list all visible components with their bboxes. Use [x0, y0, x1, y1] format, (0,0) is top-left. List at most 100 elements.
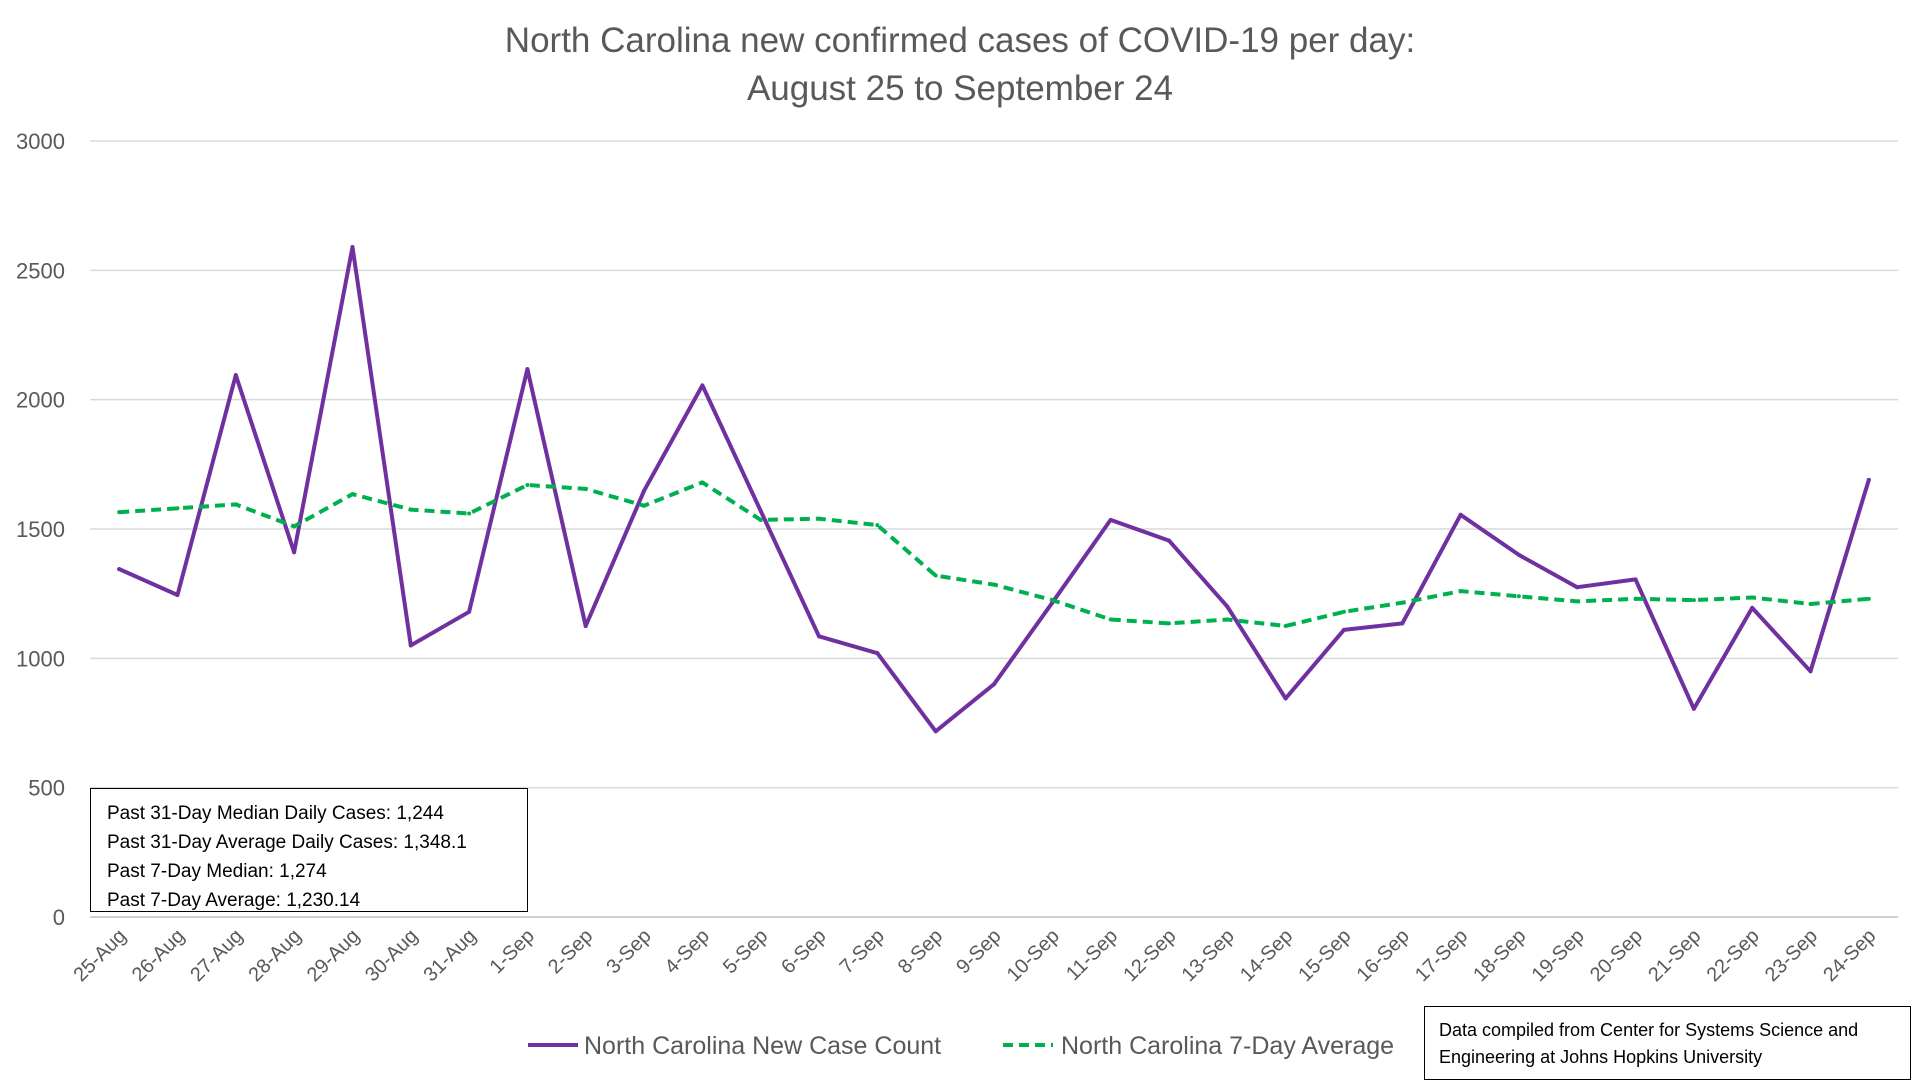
data-point-7day-average-20-Sep: [1633, 596, 1638, 601]
data-point-7day-average-8-Sep: [933, 573, 938, 578]
data-point-new-cases-30-Aug: [408, 643, 413, 648]
legend: North Carolina New Case Count North Caro…: [528, 1032, 1394, 1060]
legend-label-new-cases: North Carolina New Case Count: [584, 1032, 941, 1060]
data-point-7day-average-28-Aug: [292, 524, 297, 529]
x-tick-label-11-Sep: 11-Sep: [1062, 925, 1122, 985]
data-point-new-cases-29-Aug: [350, 245, 355, 250]
data-point-7day-average-10-Sep: [1050, 598, 1055, 603]
stats-median-31day: Past 31-Day Median Daily Cases: 1,244: [107, 803, 444, 824]
data-point-new-cases-4-Sep: [700, 383, 705, 388]
x-tick-label-29-Aug: 29-Aug: [303, 925, 364, 986]
x-tick-label-10-Sep: 10-Sep: [1003, 925, 1064, 986]
data-point-7day-average-31-Aug: [467, 511, 472, 516]
legend-label-7day-average: North Carolina 7-Day Average: [1061, 1032, 1394, 1060]
series-line-7day-average: [119, 480, 1869, 628]
x-tick-label-1-Sep: 1-Sep: [486, 925, 539, 978]
data-point-new-cases-14-Sep: [1283, 696, 1288, 701]
gridlines: [90, 140, 1898, 918]
x-axis-ticks: 25-Aug26-Aug27-Aug28-Aug29-Aug30-Aug31-A…: [70, 925, 1881, 986]
x-tick-label-6-Sep: 6-Sep: [777, 925, 830, 978]
data-point-7day-average-12-Sep: [1166, 621, 1171, 626]
x-tick-label-2-Sep: 2-Sep: [544, 925, 597, 978]
data-point-7day-average-5-Sep: [758, 517, 763, 522]
y-tick-label-0: 0: [53, 905, 65, 930]
x-tick-label-21-Sep: 21-Sep: [1644, 925, 1705, 986]
data-point-7day-average-14-Sep: [1283, 624, 1288, 628]
data-point-new-cases-5-Sep: [758, 508, 763, 513]
x-tick-label-18-Sep: 18-Sep: [1469, 925, 1530, 986]
data-point-new-cases-24-Sep: [1866, 477, 1871, 482]
data-point-7day-average-21-Sep: [1691, 598, 1696, 603]
stats-average-31day: Past 31-Day Average Daily Cases: 1,348.1: [107, 832, 467, 853]
data-point-7day-average-11-Sep: [1108, 617, 1113, 622]
data-point-new-cases-31-Aug: [467, 609, 472, 614]
source-note-box: Data compiled from Center for Systems Sc…: [1424, 1006, 1911, 1080]
y-axis-ticks: 0 500 1000 1500 2000 2500 3000: [16, 129, 65, 930]
data-point-new-cases-28-Aug: [292, 550, 297, 555]
y-tick-label-500: 500: [28, 776, 65, 801]
x-tick-label-5-Sep: 5-Sep: [719, 925, 772, 978]
data-point-7day-average-22-Sep: [1750, 595, 1755, 600]
x-tick-label-13-Sep: 13-Sep: [1178, 925, 1239, 986]
data-point-new-cases-1-Sep: [525, 367, 530, 372]
x-tick-label-26-Aug: 26-Aug: [128, 925, 189, 986]
x-tick-label-15-Sep: 15-Sep: [1294, 925, 1355, 986]
data-point-7day-average-26-Aug: [175, 506, 180, 511]
data-point-new-cases-15-Sep: [1341, 627, 1346, 632]
data-point-new-cases-27-Aug: [233, 373, 238, 378]
data-point-new-cases-9-Sep: [992, 682, 996, 687]
x-tick-label-8-Sep: 8-Sep: [894, 925, 947, 978]
series-lines: [117, 245, 1871, 734]
x-tick-label-31-Aug: 31-Aug: [419, 925, 480, 986]
source-note-line2: Engineering at Johns Hopkins University: [1439, 1047, 1763, 1067]
data-point-new-cases-20-Sep: [1633, 577, 1638, 582]
data-point-7day-average-24-Sep: [1866, 596, 1871, 601]
data-point-new-cases-7-Sep: [875, 651, 880, 656]
x-tick-label-25-Aug: 25-Aug: [70, 925, 131, 986]
data-point-new-cases-13-Sep: [1225, 604, 1230, 609]
data-point-7day-average-15-Sep: [1341, 609, 1346, 614]
y-tick-label-1500: 1500: [16, 517, 65, 542]
data-point-new-cases-17-Sep: [1458, 512, 1463, 517]
x-tick-label-28-Aug: 28-Aug: [244, 925, 305, 986]
data-point-new-cases-6-Sep: [817, 634, 822, 639]
data-point-7day-average-29-Aug: [350, 492, 355, 497]
stats-box: Past 31-Day Median Daily Cases: 1,244 Pa…: [90, 788, 528, 912]
x-tick-label-30-Aug: 30-Aug: [361, 925, 422, 986]
data-point-7day-average-18-Sep: [1516, 594, 1521, 599]
data-point-new-cases-2-Sep: [583, 624, 588, 628]
chart-title-line2: August 25 to September 24: [747, 69, 1173, 108]
data-point-new-cases-12-Sep: [1166, 538, 1171, 543]
data-point-new-cases-16-Sep: [1400, 621, 1405, 626]
x-tick-label-7-Sep: 7-Sep: [836, 925, 889, 978]
data-point-7day-average-19-Sep: [1575, 599, 1580, 604]
data-point-new-cases-18-Sep: [1516, 552, 1521, 557]
data-point-new-cases-11-Sep: [1108, 517, 1113, 522]
data-point-7day-average-3-Sep: [642, 503, 647, 508]
data-point-new-cases-8-Sep: [933, 729, 938, 734]
x-tick-label-19-Sep: 19-Sep: [1528, 925, 1589, 986]
data-point-7day-average-1-Sep: [525, 483, 530, 488]
data-point-new-cases-3-Sep: [642, 488, 647, 493]
data-point-7day-average-17-Sep: [1458, 589, 1463, 594]
x-tick-label-24-Sep: 24-Sep: [1819, 925, 1880, 986]
x-tick-label-14-Sep: 14-Sep: [1236, 925, 1297, 986]
data-point-7day-average-27-Aug: [233, 502, 238, 507]
y-tick-label-1000: 1000: [16, 646, 65, 671]
stats-median-7day: Past 7-Day Median: 1,274: [107, 861, 327, 882]
data-point-7day-average-9-Sep: [992, 582, 996, 587]
x-tick-label-17-Sep: 17-Sep: [1411, 925, 1472, 986]
data-point-7day-average-13-Sep: [1225, 617, 1230, 622]
x-tick-label-23-Sep: 23-Sep: [1761, 925, 1822, 986]
data-point-7day-average-2-Sep: [583, 486, 588, 491]
data-point-new-cases-23-Sep: [1808, 669, 1813, 674]
x-tick-label-22-Sep: 22-Sep: [1703, 925, 1764, 986]
data-point-new-cases-26-Aug: [175, 592, 180, 597]
x-tick-label-9-Sep: 9-Sep: [952, 925, 1005, 978]
chart-title-line1: North Carolina new confirmed cases of CO…: [505, 21, 1415, 60]
data-point-7day-average-7-Sep: [875, 523, 880, 528]
x-tick-label-16-Sep: 16-Sep: [1353, 925, 1414, 986]
data-point-new-cases-25-Aug: [117, 567, 122, 572]
data-point-7day-average-23-Sep: [1808, 602, 1813, 607]
